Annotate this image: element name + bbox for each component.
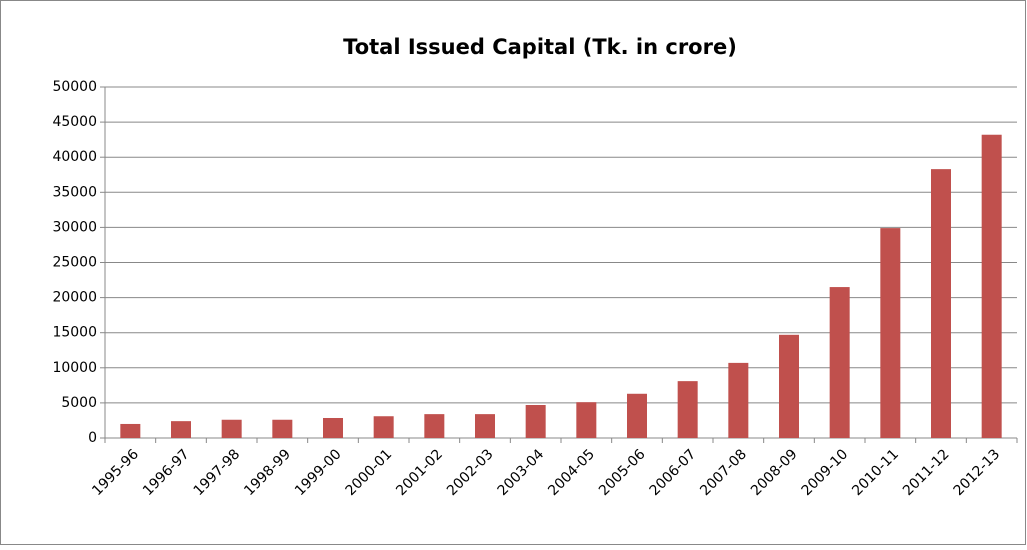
y-tick-label: 35000 xyxy=(52,184,97,200)
bar xyxy=(627,393,647,438)
y-tick-label: 20000 xyxy=(52,290,97,306)
bar xyxy=(475,414,495,438)
bar xyxy=(323,417,343,438)
bar xyxy=(779,334,799,438)
bar xyxy=(120,423,141,438)
bar xyxy=(221,419,242,438)
y-tick-label: 50000 xyxy=(52,79,97,95)
bar xyxy=(728,362,749,438)
y-tick-label: 25000 xyxy=(52,255,97,271)
chart-title: Total Issued Capital (Tk. in crore) xyxy=(343,35,737,59)
bar xyxy=(677,381,698,438)
y-tick-label: 15000 xyxy=(52,325,97,341)
bar xyxy=(931,169,951,438)
bar xyxy=(981,134,1002,438)
bar xyxy=(171,421,191,438)
y-tick-label: 0 xyxy=(88,430,97,446)
bar xyxy=(525,405,546,438)
bar xyxy=(373,416,394,438)
bar xyxy=(829,287,850,438)
y-tick-label: 30000 xyxy=(52,219,97,235)
bar xyxy=(272,419,293,438)
bar xyxy=(424,414,445,438)
y-tick-label: 45000 xyxy=(52,114,97,130)
y-tick-label: 40000 xyxy=(52,149,97,165)
y-tick-label: 10000 xyxy=(52,360,97,376)
bar xyxy=(880,228,901,438)
y-tick-label: 5000 xyxy=(61,395,97,411)
bar xyxy=(576,402,597,438)
